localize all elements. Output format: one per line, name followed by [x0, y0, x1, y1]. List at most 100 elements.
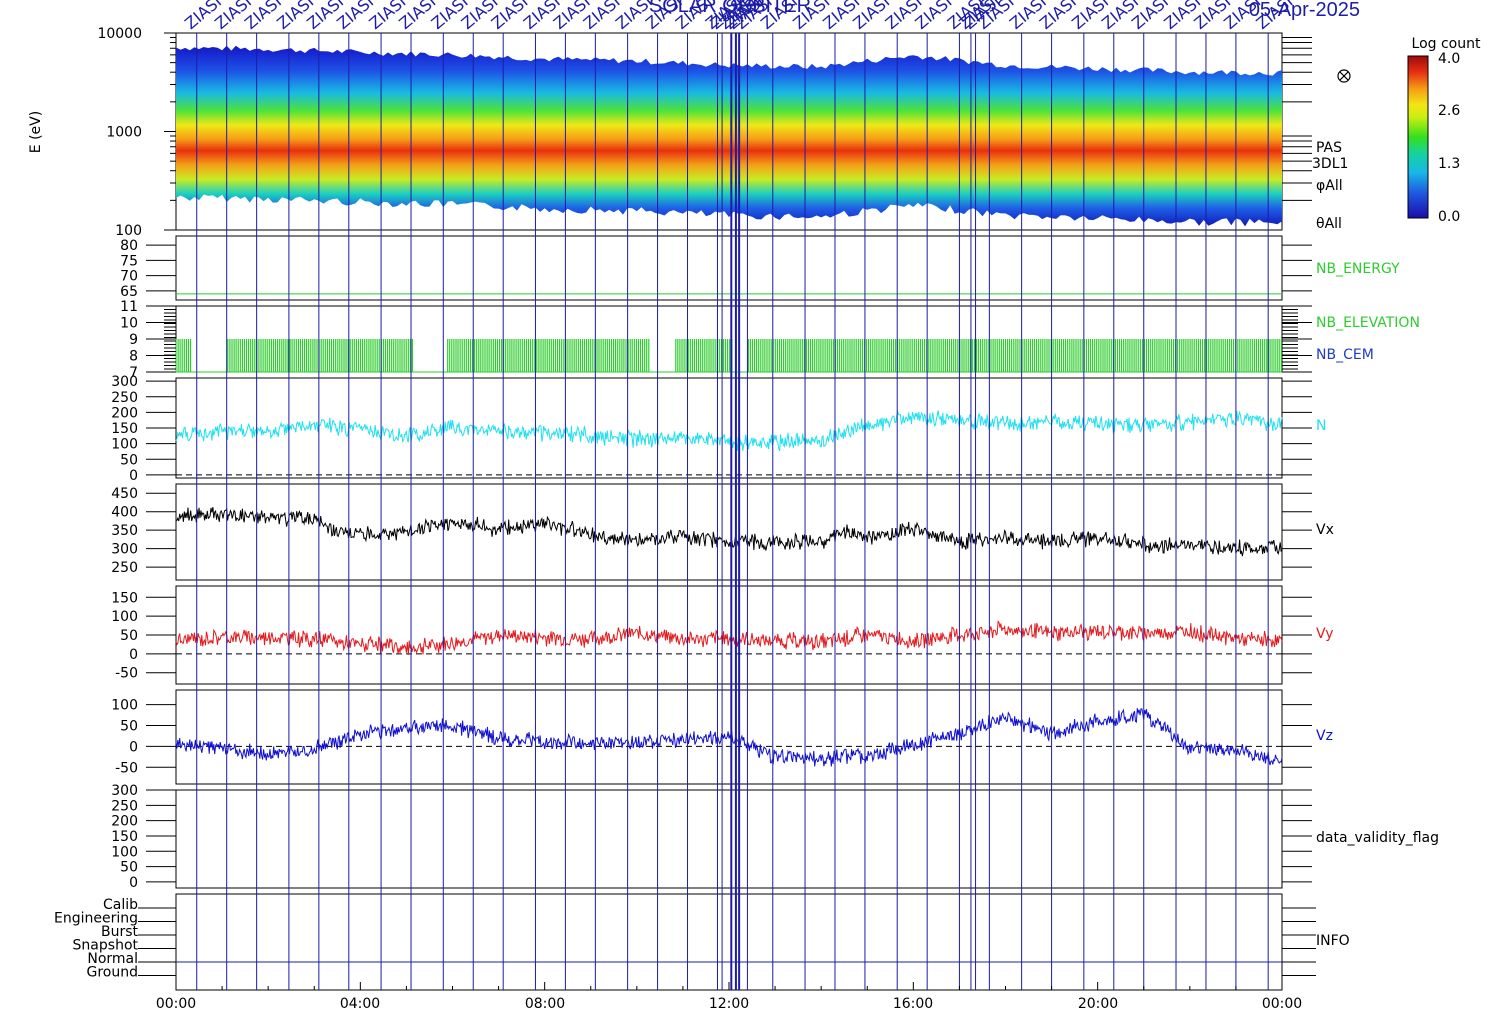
panel-name-label: NB_CEM	[1316, 347, 1374, 363]
y-tick-label: 8	[129, 349, 138, 365]
time-axis: 00:00 04:00 08:00 12:00 16:00 20:00 00:0…	[156, 982, 1302, 1012]
y-tick-label: 80	[120, 238, 138, 254]
y-tick-label: 75	[120, 253, 138, 269]
panel-name-label: Vx	[1316, 522, 1334, 538]
y-tick-label: 300	[111, 783, 138, 799]
colorbar-tick-4: 4.0	[1438, 51, 1460, 67]
colorbar: Log count 4.0 2.6 1.3 0.0	[1407, 36, 1481, 225]
y-tick-label: 9	[129, 332, 138, 348]
panel-name-label: NB_ENERGY	[1316, 261, 1400, 277]
y-tick-label: 100	[111, 437, 138, 453]
y-tick-label: 150	[111, 829, 138, 845]
plot-date: 05-Apr-2025	[1249, 0, 1360, 21]
panel-name-label: data_validity_flag	[1316, 830, 1439, 846]
y-tick-label: 7	[129, 365, 138, 381]
panel-vx: 450 400 350 300 250 Vx	[111, 483, 1334, 581]
event-label-group: ZIASIZIASIZIASIZIASIZIASIZIASIZIASIZIASI…	[181, 0, 1296, 33]
y-tick-label: 400	[111, 505, 138, 521]
energy-tick-label: 100	[115, 223, 142, 239]
y-tick-label: 300	[111, 374, 138, 390]
panel-vy: 150 100 50 0 -50 Vy	[111, 585, 1334, 685]
info-tick-label: Ground	[87, 965, 139, 981]
y-tick-label: 10	[120, 316, 138, 332]
y-tick-label: 0	[129, 647, 138, 663]
panel-frame	[175, 789, 1283, 889]
info-tick-label: Snapshot	[73, 938, 139, 954]
time-label-0: 00:00	[156, 996, 196, 1012]
time-label-6: 00:00	[1262, 996, 1302, 1012]
spectrogram-label-theta: θAll	[1316, 216, 1342, 232]
panel-name-label: INFO	[1316, 933, 1350, 949]
y-tick-label: 0	[129, 875, 138, 891]
y-tick-label: 0	[129, 468, 138, 484]
y-tick-label: 150	[111, 590, 138, 606]
panel-frame	[175, 893, 1283, 991]
energy-tick-label: 10000	[97, 26, 142, 42]
y-tick-label: 70	[120, 269, 138, 285]
y-tick-label: -50	[115, 760, 138, 776]
series-line-vx	[175, 507, 1283, 557]
panel-vz: 100 50 0 -50 Vz	[111, 689, 1333, 785]
y-tick-label: 250	[111, 390, 138, 406]
series-line-vy	[175, 620, 1283, 655]
series-line-n	[175, 409, 1283, 452]
y-tick-label: 200	[111, 814, 138, 830]
y-tick-label: 50	[120, 628, 138, 644]
colorbar-tick-0: 0.0	[1438, 209, 1460, 225]
y-tick-label: 50	[120, 719, 138, 735]
y-tick-label: 150	[111, 421, 138, 437]
spectrogram-ylabel: E (eV)	[28, 111, 44, 153]
spectrogram-energy-ticks: 10000 1000 100	[97, 26, 1312, 239]
y-tick-label: 65	[120, 284, 138, 300]
y-tick-label: 250	[111, 798, 138, 814]
colorbar-tick-1-3: 1.3	[1438, 156, 1460, 172]
y-tick-label: 200	[111, 405, 138, 421]
info-tick-label: Normal	[87, 951, 138, 967]
spectrogram-label-phi: φAll	[1316, 178, 1343, 194]
y-tick-label: 50	[120, 860, 138, 876]
y-tick-label: 350	[111, 523, 138, 539]
y-tick-label: 100	[111, 844, 138, 860]
spectrogram-label-3dl1: 3DL1	[1312, 156, 1348, 172]
energy-spectrogram-panel: 10000 1000 100 E (eV) PAS 3DL1 φAll θAll	[28, 26, 1351, 239]
y-tick-label: 0	[129, 739, 138, 755]
panel-frame	[175, 483, 1283, 581]
colorbar-gradient	[1407, 55, 1429, 219]
time-label-5: 20:00	[1078, 996, 1118, 1012]
y-tick-label: 50	[120, 452, 138, 468]
time-label-4: 16:00	[893, 996, 933, 1012]
y-tick-label: 450	[111, 486, 138, 502]
event-lines	[196, 33, 1269, 990]
panel-name-label: Vz	[1316, 728, 1333, 744]
panel-frame	[175, 689, 1283, 785]
panel-name-label: NB_ELEVATION	[1316, 315, 1420, 331]
info-tick-label: Engineering	[54, 911, 138, 927]
colorbar-title: Log count	[1412, 36, 1481, 52]
y-tick-label: 100	[111, 609, 138, 625]
info-tick-label: Burst	[101, 924, 139, 940]
nb-elevation-trace	[175, 339, 1282, 372]
panel-frame	[175, 235, 1283, 301]
energy-tick-label: 1000	[106, 125, 142, 141]
y-tick-label: -50	[115, 666, 138, 682]
plot-title: SOLAR ORBITER	[649, 0, 811, 17]
info-tick-label: Calib	[103, 897, 138, 913]
spectrogram-label-pas: PAS	[1316, 140, 1342, 156]
time-label-2: 08:00	[525, 996, 565, 1012]
y-tick-label: 250	[111, 560, 138, 576]
y-tick-label: 300	[111, 542, 138, 558]
y-tick-label: 11	[120, 299, 138, 315]
spectrogram-counts-band	[176, 45, 1282, 227]
y-tick-label: 100	[111, 698, 138, 714]
panel-name-label: Vy	[1316, 626, 1334, 642]
time-label-3: 12:00	[709, 996, 749, 1012]
panel-name-label: N	[1316, 418, 1326, 434]
panel-info: CalibEngineeringBurstSnapshotNormalGroun…	[54, 893, 1350, 991]
